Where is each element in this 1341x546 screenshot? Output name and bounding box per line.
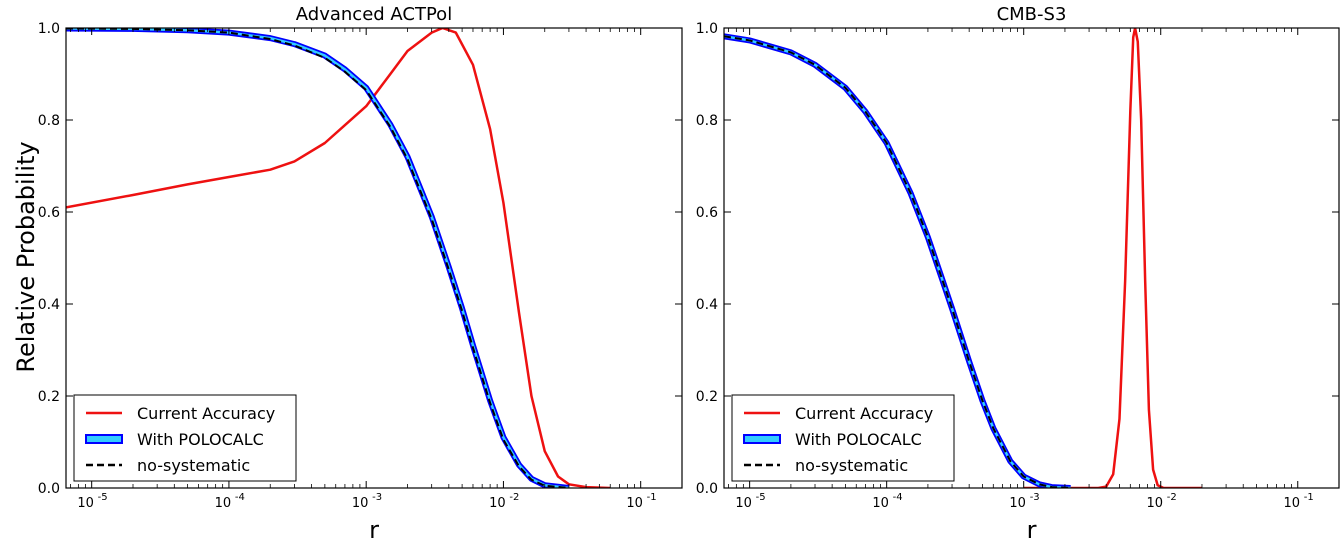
y-tick-label: 0.4	[696, 297, 718, 313]
x-tick-label: 10	[626, 496, 643, 511]
y-tick-label: 0.2	[38, 389, 60, 405]
x-tick-label-exponent: -2	[1167, 492, 1177, 503]
legend-label: With POLOCALC	[137, 430, 264, 449]
x-tick-label-exponent: -5	[756, 492, 766, 503]
y-tick-label: 1.0	[38, 21, 60, 37]
y-tick-label: 0.4	[38, 297, 60, 313]
x-tick-label: 10	[77, 496, 94, 511]
x-axis-label: r	[369, 516, 379, 542]
legend-label: no-systematic	[137, 456, 250, 475]
x-tick-label: 10	[352, 496, 369, 511]
series-line-current-accuracy	[1023, 28, 1202, 488]
y-tick-label: 0.2	[696, 389, 718, 405]
series-group	[66, 28, 611, 488]
x-tick-label-exponent: -4	[235, 492, 245, 503]
y-tick-label: 0.0	[38, 481, 60, 497]
x-tick-label-exponent: -1	[1304, 492, 1314, 503]
x-tick-label: 10	[215, 496, 232, 511]
x-tick-label: 10	[735, 496, 752, 511]
x-tick-label-exponent: -3	[1030, 492, 1040, 503]
series-group	[724, 28, 1202, 488]
x-tick-label: 10	[872, 496, 889, 511]
legend: Current Accuracy With POLOCALC no-systemat…	[73, 394, 297, 482]
legend-label: Current Accuracy	[795, 404, 933, 423]
y-tick-label: 0.6	[696, 205, 718, 221]
x-tick-label-exponent: -2	[509, 492, 519, 503]
y-tick-label: 0.8	[696, 113, 718, 129]
series-line-current-accuracy	[66, 28, 611, 488]
y-tick-label: 0.0	[696, 481, 718, 497]
series-line-no-systematic	[724, 35, 1071, 488]
x-tick-label: 10	[1009, 496, 1026, 511]
x-tick-label: 10	[489, 496, 506, 511]
chart-title: Advanced ACTPol	[296, 4, 452, 25]
x-tick-label: 10	[1283, 496, 1300, 511]
legend-label: With POLOCALC	[795, 430, 922, 449]
x-tick-label-exponent: -5	[98, 492, 108, 503]
y-tick-label: 0.8	[38, 113, 60, 129]
x-tick-label-exponent: -4	[893, 492, 903, 503]
legend-swatch	[85, 434, 123, 444]
x-tick-label: 10	[1146, 496, 1163, 511]
chart-panel-0: Advanced ACTPol r 0.0 0.2 0.4 0.6 0.8 1.0 10 -5 10…	[38, 4, 683, 544]
chart-title: CMB-S3	[997, 4, 1067, 25]
legend-label: no-systematic	[795, 456, 908, 475]
series-line-no-systematic	[66, 28, 570, 488]
plot-frame	[65, 27, 683, 489]
y-tick-label: 0.6	[38, 205, 60, 221]
y-tick-label: 1.0	[696, 21, 718, 37]
x-tick-label-exponent: -3	[372, 492, 382, 503]
x-tick-label-exponent: -1	[647, 492, 657, 503]
x-axis-label: r	[1027, 516, 1037, 542]
panels: Advanced ACTPol r 0.0 0.2 0.4 0.6 0.8 1.0 10 -5 10…	[38, 4, 1340, 544]
legend-label: Current Accuracy	[137, 404, 275, 423]
legend-swatch	[743, 434, 781, 444]
plot-frame	[723, 27, 1340, 489]
y-axis-label: Relative Probability	[12, 141, 40, 372]
legend: Current Accuracy With POLOCALC no-systemat…	[731, 394, 955, 482]
